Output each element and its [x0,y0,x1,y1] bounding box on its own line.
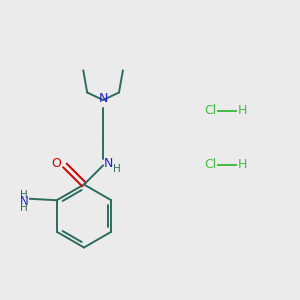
Text: H: H [238,158,247,172]
Text: H: H [113,164,120,174]
Text: H: H [20,190,28,200]
Text: H: H [20,203,28,213]
Text: N: N [98,92,108,105]
Text: N: N [20,195,28,208]
Text: O: O [51,158,61,170]
Text: N: N [104,158,113,170]
Text: H: H [238,104,247,118]
Text: Cl: Cl [204,104,216,118]
Text: Cl: Cl [204,158,216,172]
